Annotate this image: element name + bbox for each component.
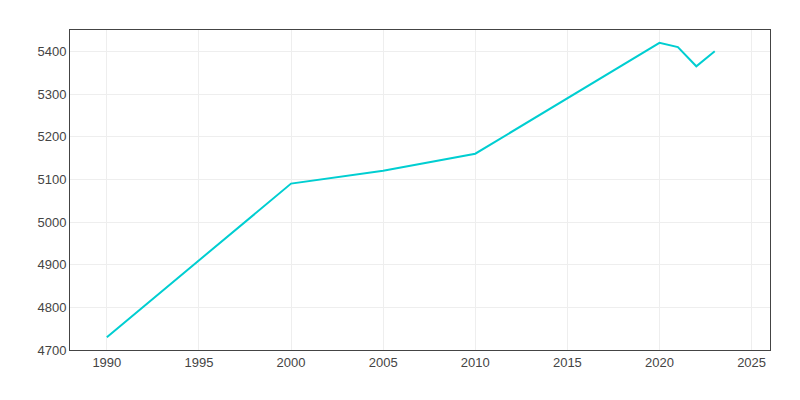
- svg-text:1995: 1995: [184, 355, 213, 370]
- svg-text:5300: 5300: [37, 87, 66, 102]
- svg-text:4800: 4800: [37, 300, 66, 315]
- svg-text:2025: 2025: [737, 355, 766, 370]
- svg-text:1990: 1990: [92, 355, 121, 370]
- svg-text:2005: 2005: [369, 355, 398, 370]
- svg-text:5100: 5100: [37, 172, 66, 187]
- svg-text:4700: 4700: [37, 343, 66, 358]
- svg-text:4900: 4900: [37, 257, 66, 272]
- svg-text:2015: 2015: [553, 355, 582, 370]
- svg-text:5400: 5400: [37, 44, 66, 59]
- svg-text:2020: 2020: [645, 355, 674, 370]
- svg-text:5200: 5200: [37, 129, 66, 144]
- svg-text:2010: 2010: [461, 355, 490, 370]
- svg-text:5000: 5000: [37, 215, 66, 230]
- svg-text:2000: 2000: [277, 355, 306, 370]
